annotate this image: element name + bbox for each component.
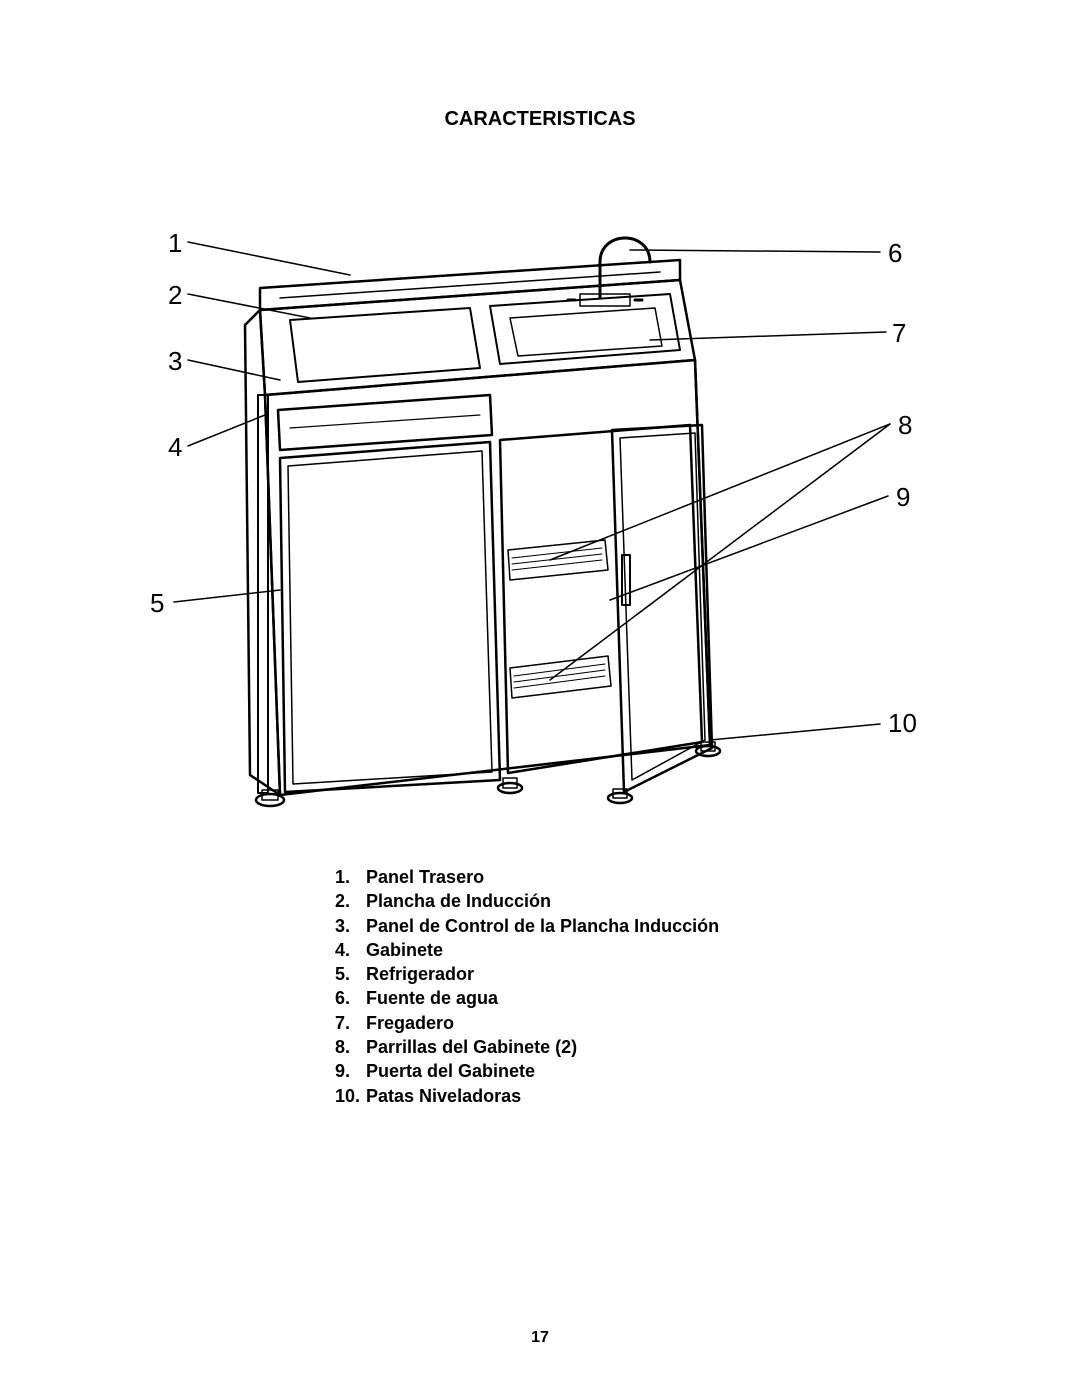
legend-label: Patas Niveladoras (366, 1086, 521, 1106)
legend-label: Plancha de Inducción (366, 891, 551, 911)
legend-num: 3. (335, 914, 361, 938)
legend-num: 5. (335, 962, 361, 986)
legend-item-3: 3. Panel de Control de la Plancha Inducc… (335, 914, 719, 938)
legend-item-8: 8. Parrillas del Gabinete (2) (335, 1035, 719, 1059)
callout-4: 4 (168, 432, 182, 463)
legend-num: 2. (335, 889, 361, 913)
page-title: CARACTERISTICAS (0, 108, 1080, 131)
legend-label: Panel de Control de la Plancha Inducción (366, 916, 719, 936)
callout-6: 6 (888, 238, 902, 269)
legend-label: Parrillas del Gabinete (2) (366, 1037, 577, 1057)
legend-item-6: 6. Fuente de agua (335, 986, 719, 1010)
legend-label: Gabinete (366, 940, 443, 960)
product-diagram: 1 2 3 4 5 6 7 8 9 10 (150, 200, 930, 840)
parts-legend: 1. Panel Trasero 2. Plancha de Inducción… (335, 865, 719, 1108)
callout-5: 5 (150, 588, 164, 619)
callout-3: 3 (168, 346, 182, 377)
legend-item-4: 4. Gabinete (335, 938, 719, 962)
legend-num: 4. (335, 938, 361, 962)
legend-label: Fregadero (366, 1013, 454, 1033)
legend-num: 10. (335, 1084, 361, 1108)
callout-8: 8 (898, 410, 912, 441)
legend-label: Fuente de agua (366, 988, 498, 1008)
legend-item-9: 9. Puerta del Gabinete (335, 1059, 719, 1083)
legend-label: Refrigerador (366, 964, 474, 984)
legend-item-10: 10. Patas Niveladoras (335, 1084, 719, 1108)
callout-2: 2 (168, 280, 182, 311)
legend-item-2: 2. Plancha de Inducción (335, 889, 719, 913)
legend-num: 8. (335, 1035, 361, 1059)
callout-9: 9 (896, 482, 910, 513)
legend-label: Puerta del Gabinete (366, 1061, 535, 1081)
callout-10: 10 (888, 708, 917, 739)
page-number: 17 (0, 1329, 1080, 1347)
legend-num: 9. (335, 1059, 361, 1083)
legend-item-7: 7. Fregadero (335, 1011, 719, 1035)
legend-item-5: 5. Refrigerador (335, 962, 719, 986)
callout-1: 1 (168, 228, 182, 259)
legend-num: 1. (335, 865, 361, 889)
callout-7: 7 (892, 318, 906, 349)
legend-label: Panel Trasero (366, 867, 484, 887)
legend-num: 7. (335, 1011, 361, 1035)
legend-num: 6. (335, 986, 361, 1010)
diagram-svg (150, 200, 930, 840)
legend-item-1: 1. Panel Trasero (335, 865, 719, 889)
